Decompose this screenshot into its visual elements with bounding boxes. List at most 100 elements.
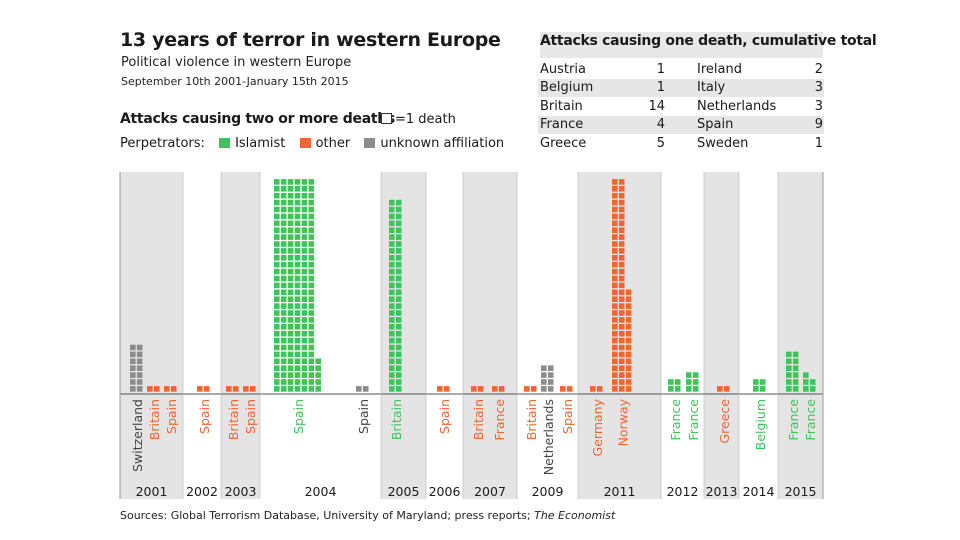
- death-square: [395, 206, 402, 213]
- year-label: 2007: [474, 484, 506, 499]
- death-square: [625, 317, 632, 323]
- death-square: [280, 275, 287, 282]
- table-country: Netherlands: [697, 98, 777, 114]
- death-square: [618, 317, 625, 323]
- death-square: [130, 386, 136, 392]
- year-band: [517, 172, 578, 499]
- death-square: [280, 296, 287, 302]
- death-square: [668, 386, 674, 392]
- death-square: [274, 351, 280, 358]
- death-square: [136, 344, 143, 351]
- death-square: [301, 179, 308, 185]
- death-square: [308, 324, 315, 330]
- death-square: [287, 379, 294, 385]
- death-square: [274, 337, 280, 344]
- death-square: [147, 386, 153, 392]
- death-square: [170, 386, 177, 392]
- death-square: [274, 220, 280, 227]
- death-square: [612, 310, 618, 316]
- death-square: [301, 192, 308, 199]
- death-square: [389, 268, 395, 275]
- death-square: [308, 199, 315, 206]
- death-square: [625, 372, 632, 378]
- death-square: [308, 344, 315, 351]
- death-square: [541, 365, 547, 371]
- death-square: [618, 255, 625, 261]
- table-country: Spain: [697, 117, 734, 133]
- chart-subtitle: Political violence in western Europe: [121, 55, 352, 70]
- country-label: Britain: [226, 399, 241, 440]
- death-square: [389, 220, 395, 227]
- table-count: 5: [656, 135, 665, 151]
- death-square: [136, 358, 143, 365]
- death-square: [274, 344, 280, 351]
- country-label: Spain: [291, 399, 306, 434]
- death-square: [618, 358, 625, 365]
- square-icon: [381, 113, 392, 124]
- death-square: [792, 379, 799, 385]
- chart-title: 13 years of terror in western Europe: [120, 29, 501, 51]
- death-square: [786, 351, 792, 358]
- death-square: [612, 358, 618, 365]
- death-square: [280, 234, 287, 240]
- table-country: Sweden: [697, 135, 749, 151]
- death-square: [618, 261, 625, 268]
- death-square: [717, 386, 723, 392]
- year-label: 2002: [186, 484, 218, 499]
- table-row: Britain 14 Netherlands 3: [538, 98, 824, 116]
- year-band: [183, 172, 221, 499]
- death-square: [301, 358, 308, 365]
- death-square: [280, 268, 287, 275]
- death-square: [274, 186, 280, 192]
- death-square: [294, 282, 301, 289]
- death-square: [294, 372, 301, 378]
- death-square: [625, 386, 632, 392]
- table-country: France: [540, 117, 584, 133]
- death-square: [530, 386, 537, 392]
- death-square: [294, 261, 301, 268]
- death-square: [786, 365, 792, 371]
- death-square: [759, 386, 766, 392]
- death-square: [274, 289, 280, 296]
- death-square: [301, 330, 308, 337]
- death-square: [130, 365, 136, 371]
- country-label: Belgium: [753, 399, 768, 450]
- year-band: [661, 172, 704, 499]
- death-square: [274, 179, 280, 185]
- death-square: [294, 365, 301, 371]
- death-square: [759, 379, 766, 385]
- table-country: Italy: [697, 80, 726, 96]
- death-square: [287, 179, 294, 185]
- death-square: [243, 386, 249, 392]
- death-square: [625, 337, 632, 344]
- country-label: Spain: [437, 399, 452, 434]
- death-square: [477, 386, 484, 392]
- table-row: Austria 1 Ireland 2: [538, 61, 824, 79]
- death-square: [308, 379, 315, 385]
- death-square: [612, 275, 618, 282]
- death-square: [280, 186, 287, 192]
- death-square: [280, 261, 287, 268]
- death-square: [625, 296, 632, 302]
- death-square: [612, 351, 618, 358]
- death-square: [618, 379, 625, 385]
- death-square: [308, 365, 315, 371]
- death-square: [301, 275, 308, 282]
- death-square: [294, 179, 301, 185]
- death-square: [287, 344, 294, 351]
- death-square: [274, 303, 280, 309]
- death-square: [618, 324, 625, 330]
- death-square: [389, 386, 395, 392]
- death-square: [301, 213, 308, 220]
- death-square: [686, 386, 692, 392]
- death-square: [280, 206, 287, 213]
- death-square: [723, 386, 730, 392]
- death-square: [389, 372, 395, 378]
- death-square: [301, 324, 308, 330]
- death-square: [301, 282, 308, 289]
- death-square: [395, 275, 402, 282]
- death-square: [308, 255, 315, 261]
- death-square: [395, 379, 402, 385]
- death-square: [625, 351, 632, 358]
- year-label: 2009: [532, 484, 564, 499]
